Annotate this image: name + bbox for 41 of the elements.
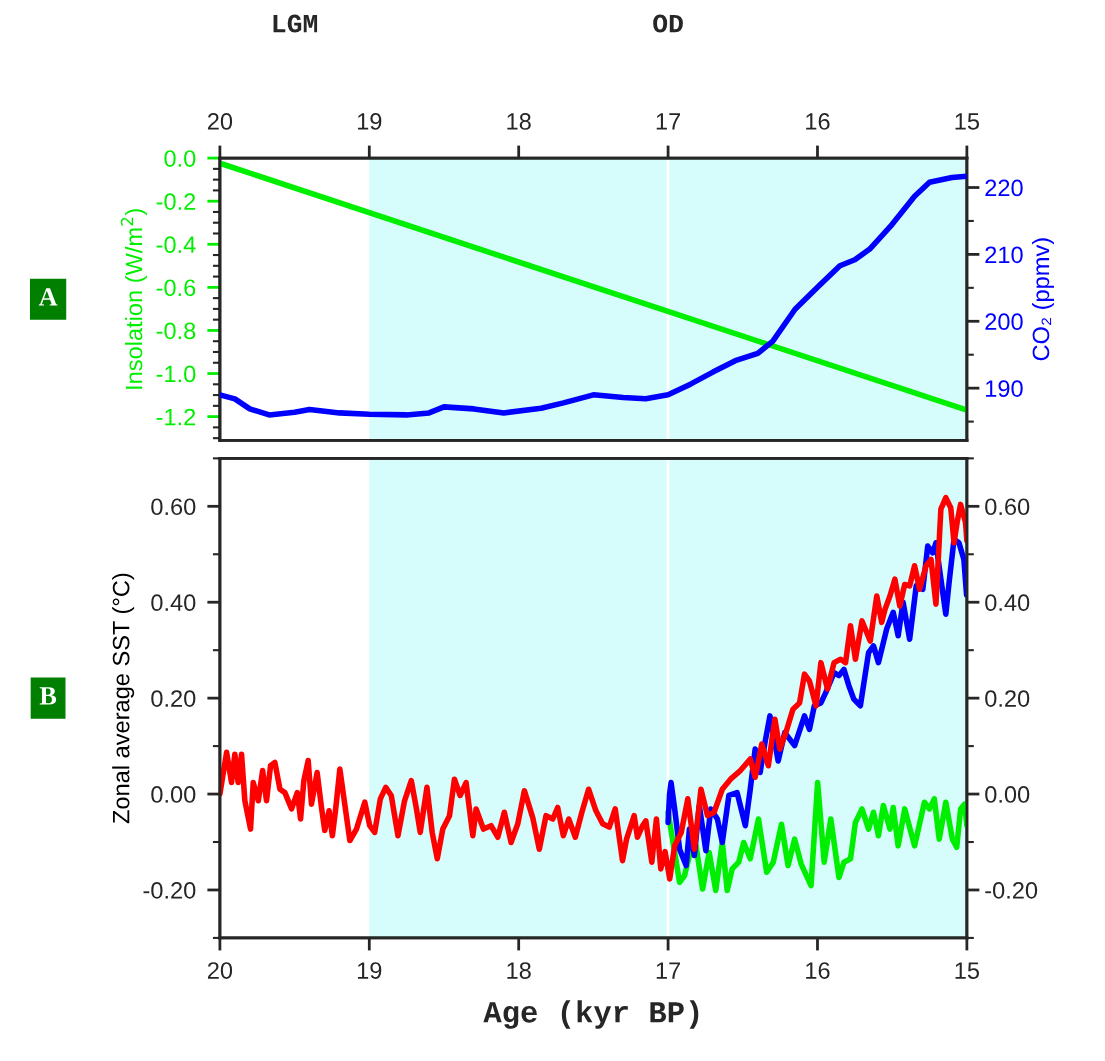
x-tick-label: 20 (207, 962, 233, 979)
y-tick-label: -0.2 (156, 193, 196, 210)
x-tick-label: 18 (507, 113, 531, 130)
x-tick-label: 16 (806, 962, 830, 979)
y-tick-label: -1.2 (156, 408, 196, 426)
x-tick-label: 19 (357, 962, 382, 979)
x-tick-label: 17 (656, 113, 681, 130)
x-tick-label: 19 (357, 113, 382, 130)
y-axis-title: Zonal average SST (°C) (112, 573, 135, 824)
x-tick-label: 15 (955, 962, 980, 979)
x-tick-label: 15 (955, 113, 980, 130)
text: A (38, 288, 58, 306)
y-tick-label: -0.20 (143, 882, 196, 899)
text: B (39, 687, 57, 705)
y-tick-label: -0.4 (156, 236, 196, 254)
y-axis-title: Insolation (W/m$^{2}$) (120, 209, 148, 389)
text: LGM (273, 14, 318, 33)
x-tick-label: 20 (207, 113, 233, 130)
y-tick-label: 0.60 (151, 498, 196, 516)
y2-tick-label: 0.40 (985, 594, 1030, 612)
y2-tick-label: 0.00 (985, 786, 1030, 803)
text: OD (653, 14, 683, 33)
x-axis-title: Age (kyr BP) (483, 1000, 699, 1029)
x-tick-label: 17 (656, 962, 681, 979)
y2-tick-label: 200 (985, 313, 1023, 331)
y-tick-label: 0.40 (151, 594, 196, 612)
y-tick-label: 0.0 (164, 150, 196, 167)
y-tick-label: 0.20 (151, 690, 196, 707)
y-tick-label: -0.6 (156, 279, 196, 297)
y-tick-label: -0.8 (156, 322, 196, 340)
y-tick-label: -1.0 (156, 365, 196, 383)
y2-tick-label: 210 (985, 246, 1023, 264)
y-tick-label: 0.00 (151, 786, 196, 803)
y2-tick-label: 0.20 (985, 690, 1030, 707)
y2-tick-label: 0.60 (985, 498, 1030, 516)
x-tick-label: 16 (806, 113, 830, 130)
x-tick-label: 18 (507, 962, 531, 979)
y2-tick-label: -0.20 (985, 882, 1038, 899)
y2-axis-title: CO₂ (ppmv) (1031, 238, 1054, 361)
y2-tick-label: 220 (985, 179, 1023, 197)
y2-tick-label: 190 (986, 380, 1023, 397)
